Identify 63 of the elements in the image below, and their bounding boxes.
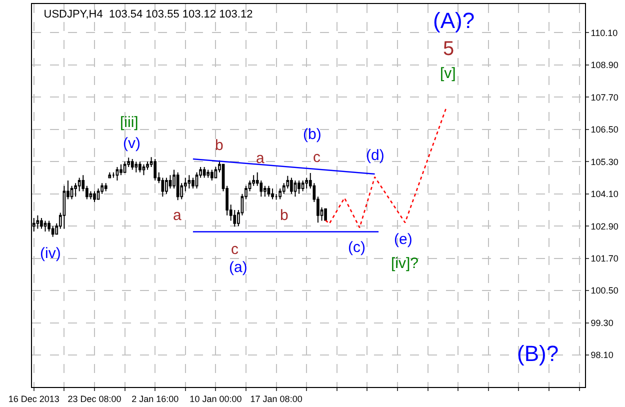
annotation: (b) bbox=[303, 126, 322, 143]
y-tick-label: 99.30 bbox=[590, 318, 614, 328]
candlestick bbox=[298, 180, 300, 194]
candlestick bbox=[93, 190, 96, 202]
candlestick bbox=[188, 174, 191, 190]
candlestick bbox=[271, 188, 274, 200]
x-tick-label: 16 Dec 2013 bbox=[8, 394, 60, 404]
candlestick bbox=[134, 161, 138, 173]
annotation: (d) bbox=[366, 147, 384, 164]
candlestick bbox=[324, 208, 327, 221]
y-tick-label: 100.50 bbox=[590, 286, 618, 296]
annotation: [iv]? bbox=[391, 255, 419, 272]
y-tick-label: 102.90 bbox=[590, 221, 618, 232]
annotation: c bbox=[231, 241, 239, 258]
candlestick bbox=[294, 180, 297, 198]
x-tick-label: 17 Jan 08:00 bbox=[250, 394, 302, 404]
y-tick-label: 106.50 bbox=[590, 124, 618, 135]
candlestick bbox=[130, 158, 134, 170]
annotation: (c) bbox=[348, 239, 366, 256]
candlestick bbox=[165, 177, 168, 194]
candlestick bbox=[267, 185, 270, 198]
annotation: (e) bbox=[394, 231, 412, 248]
candlestick bbox=[142, 164, 146, 176]
annotation: [v] bbox=[440, 65, 456, 82]
candlestick bbox=[210, 169, 214, 181]
candlestick bbox=[44, 220, 47, 232]
candlestick bbox=[154, 158, 157, 181]
annotation: [iii] bbox=[120, 114, 138, 131]
candlestick bbox=[138, 161, 142, 173]
annotation: (A)? bbox=[433, 8, 475, 33]
candlestick bbox=[104, 182, 108, 192]
annotation: (iv) bbox=[40, 245, 61, 262]
annotation: (B)? bbox=[517, 341, 559, 366]
candlestick bbox=[202, 166, 206, 178]
annotation: (a) bbox=[229, 259, 248, 276]
y-tick-label: 110.10 bbox=[590, 28, 618, 38]
candlestick bbox=[123, 161, 126, 173]
chart-title: USDJPY,H4 103.54 103.55 103.12 103.12 bbox=[44, 8, 253, 21]
candlestick bbox=[301, 180, 304, 192]
annotation: a bbox=[256, 150, 265, 167]
candlestick bbox=[40, 218, 43, 230]
y-tick-label: 104.10 bbox=[590, 189, 618, 200]
x-tick-label: 23 Dec 08:00 bbox=[68, 394, 122, 404]
candlestick bbox=[36, 214, 40, 230]
x-tick-label: 2 Jan 16:00 bbox=[132, 394, 179, 404]
annotation: c bbox=[313, 149, 321, 166]
annotation: b bbox=[215, 137, 224, 154]
x-tick-label: 10 Jan 00:00 bbox=[190, 394, 242, 404]
candlestick bbox=[176, 172, 180, 201]
annotation: b bbox=[280, 207, 288, 224]
candlestick bbox=[206, 169, 210, 178]
y-tick-label: 101.70 bbox=[590, 254, 618, 264]
candlestick bbox=[305, 177, 308, 190]
y-tick-label: 98.10 bbox=[590, 350, 614, 360]
candlestick bbox=[290, 177, 293, 194]
y-tick-label: 107.70 bbox=[590, 92, 618, 102]
annotation: a bbox=[173, 207, 182, 224]
annotation: (v) bbox=[123, 135, 140, 152]
candlestick bbox=[108, 172, 112, 178]
candlestick bbox=[116, 166, 119, 181]
y-tick-label: 108.90 bbox=[590, 60, 618, 70]
annotation: 5 bbox=[443, 38, 454, 60]
y-tick-label: 105.30 bbox=[590, 156, 618, 167]
